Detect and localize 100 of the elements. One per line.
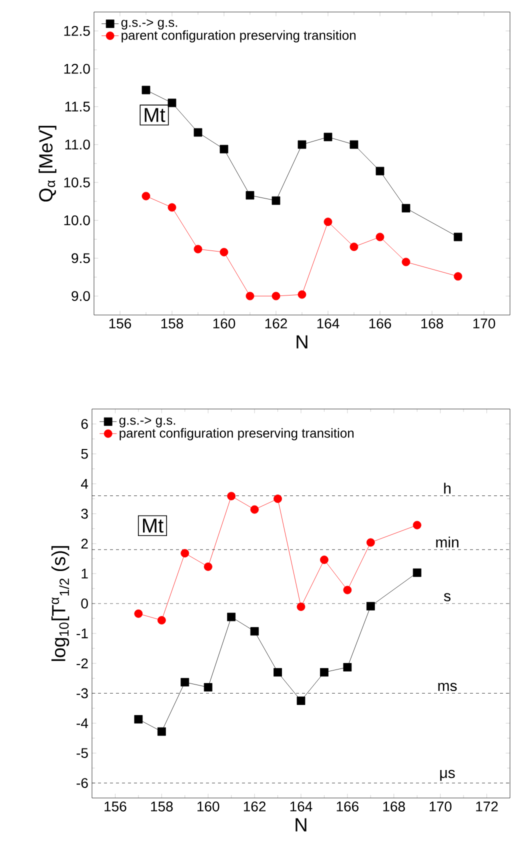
point [454,272,462,281]
point [376,232,384,242]
y-tick-label: 12.0 [64,64,90,74]
x-tick-label: 166 [336,802,358,812]
point [204,562,212,571]
point [366,602,375,610]
x-tick-label: 170 [473,318,496,328]
point [180,678,190,686]
y-tick-label: 10.5 [64,177,90,188]
y-tick-label: 0 [81,598,88,608]
point [134,609,143,618]
point [296,696,306,705]
y-axis-title: Q$_{α}$ [MeV] [38,126,56,202]
point [134,715,143,724]
x-tick-label: 156 [104,802,126,812]
point [272,196,280,205]
ref-line-label: ms [438,682,457,692]
x-tick-label: 170 [430,802,452,812]
y-tick-label: 12.5 [64,26,90,36]
y-tick-label: -5 [76,748,88,758]
point [220,144,228,154]
point [298,140,306,149]
y-tick-label: -4 [76,718,88,728]
ref-line-label: μs [440,770,455,781]
point [320,556,328,564]
point [250,627,259,636]
x-tick-label: 158 [151,802,173,812]
y-tick-label: 3 [81,508,88,519]
point [350,140,358,149]
y-tick-label: 9.0 [72,291,90,302]
x-tick-label: 156 [109,318,132,328]
ref-line-label: s [444,593,450,602]
point [343,586,352,594]
y-tick-label: -1 [76,628,88,638]
point [194,244,202,254]
point [246,292,254,300]
y-tick-label: 2 [81,538,88,549]
x-tick-label: 168 [421,318,444,328]
y-tick-label: 1 [82,568,88,578]
x-tick-label: 172 [476,802,498,812]
point [142,192,150,200]
point [250,505,259,514]
point [227,492,236,500]
point [194,128,202,137]
legend-label: g.s.-> g.s. [121,19,178,30]
point [157,727,166,736]
point [274,494,282,503]
y-axis-title: log$_{10}$[T$^{α}$$_{1/2}$ (s)] [51,546,70,661]
point [220,248,228,256]
point [324,132,332,142]
y-tick-label: 11.0 [65,140,90,150]
legend-label: parent configuration preserving transition [120,428,354,440]
point [412,568,422,577]
legend-label: g.s.-> g.s. [119,417,176,428]
annotation: Mt [144,108,166,122]
point [366,538,375,547]
point [402,204,410,212]
point [320,668,328,677]
point [324,218,332,226]
x-tick-label: 164 [317,318,340,328]
point [454,232,462,242]
x-tick-label: 160 [213,318,236,328]
x-axis-title: N [296,335,308,348]
ref-line-label: min [436,536,458,548]
y-tick-label: 4 [80,478,88,489]
x-tick-label: 160 [197,802,220,812]
y-tick-label: 10.0 [64,215,90,226]
point [142,86,150,94]
point [298,290,306,299]
x-tick-label: 162 [244,802,266,812]
point [343,663,352,672]
point [246,191,254,200]
y-tick-label: 11.5 [65,102,90,112]
point [274,668,282,677]
point [376,166,384,176]
annotation: Mt [143,518,164,533]
x-axis-title: N [296,818,306,832]
point [157,616,166,624]
y-tick-label: 9.5 [72,253,90,264]
point [168,203,176,212]
x-tick-label: 164 [290,802,312,812]
point [168,98,176,108]
point [350,242,358,252]
y-tick-label: -3 [76,688,88,698]
y-tick-label: 6 [81,418,88,429]
point [402,258,410,266]
x-tick-label: 162 [265,318,287,328]
point [227,612,236,622]
x-tick-label: 158 [161,318,184,328]
legend-label: parent configuration preserving transition [122,30,356,42]
y-tick-label: -6 [76,778,88,788]
x-tick-label: 166 [369,318,392,328]
y-tick-label: 5 [81,449,88,459]
ref-line-label: h [444,482,450,494]
point [204,683,212,692]
point [412,520,422,530]
point [272,292,280,300]
point [296,602,306,611]
y-tick-label: -2 [76,658,88,668]
point [180,549,190,558]
